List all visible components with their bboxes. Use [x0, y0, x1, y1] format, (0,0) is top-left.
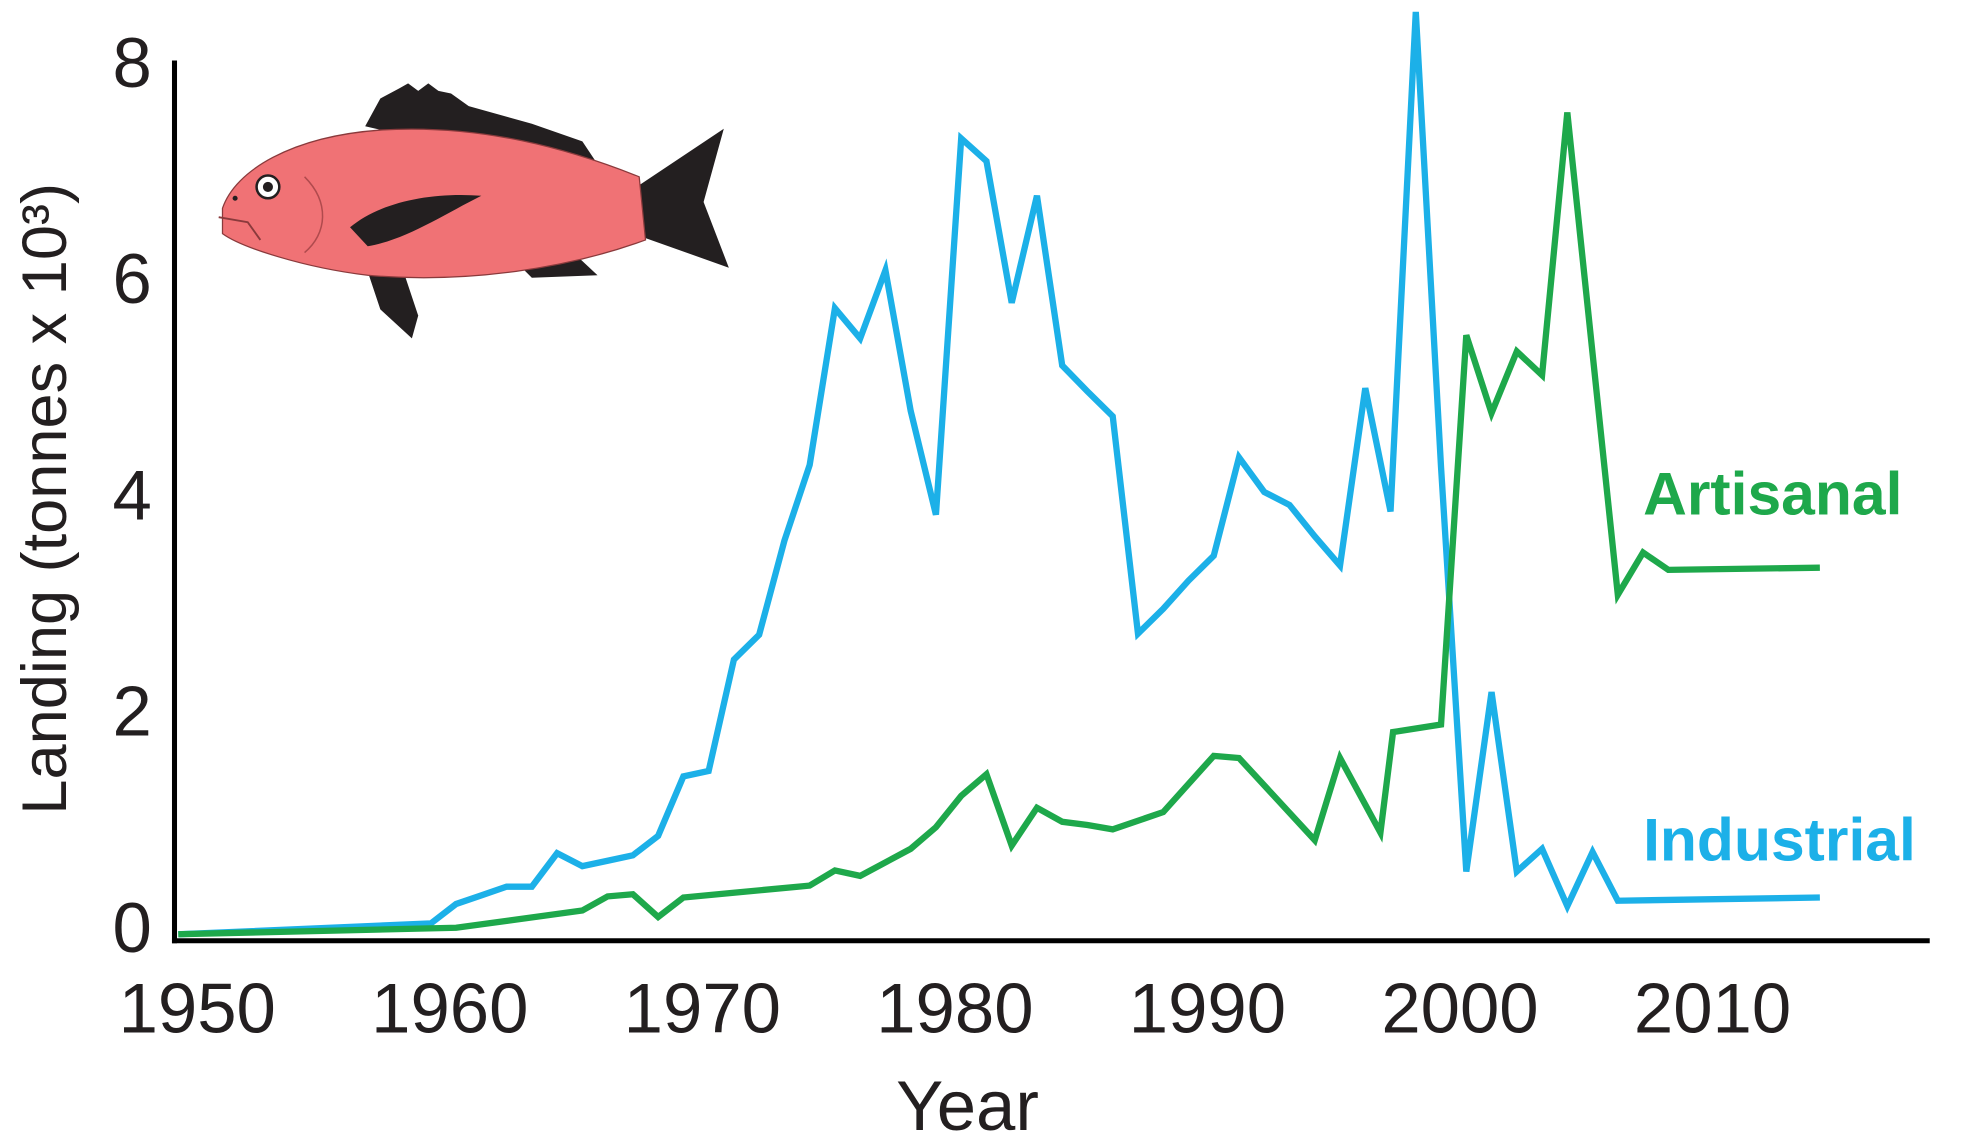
series-line	[178, 112, 1820, 938]
x-tick-label: 2000	[1381, 969, 1538, 1048]
series-label: Artisanal	[1643, 459, 1902, 527]
x-tick-label: 1980	[876, 969, 1033, 1048]
x-tick-label: 1970	[624, 969, 781, 1048]
x-axis-label: Year	[896, 1066, 1039, 1139]
y-tick-label: 8	[112, 23, 151, 102]
y-tick-label: 6	[112, 239, 151, 318]
series-label: Industrial	[1643, 805, 1916, 873]
series-line	[178, 11, 1820, 938]
y-tick-label: 2	[112, 672, 151, 751]
y-tick-label: 4	[112, 455, 151, 534]
y-tick-label: 0	[112, 888, 151, 967]
fish-illustration	[218, 83, 729, 339]
x-tick-label: 1950	[119, 969, 276, 1048]
x-tick-label: 1960	[371, 969, 528, 1048]
x-tick-label: 1990	[1129, 969, 1286, 1048]
y-axis-label: Landing (tonnes x 10³)	[10, 183, 80, 815]
x-tick-label: 2010	[1634, 969, 1791, 1048]
